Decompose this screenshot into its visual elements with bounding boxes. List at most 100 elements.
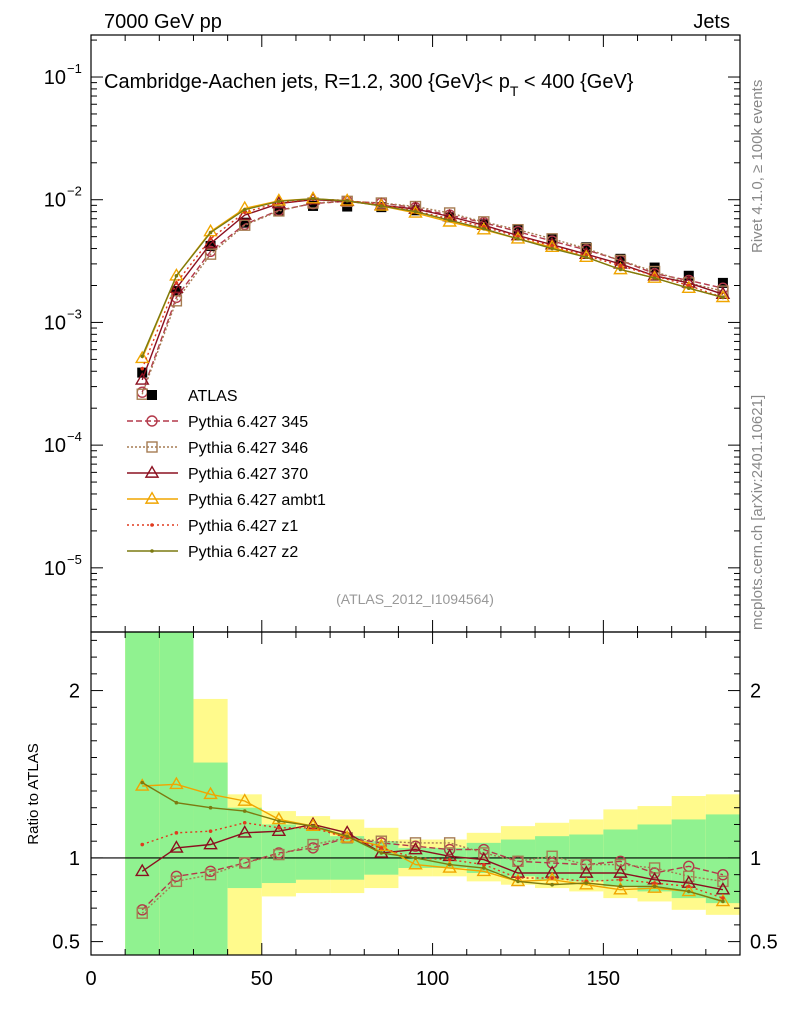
ratio-point bbox=[169, 840, 184, 853]
legend-label: Pythia 6.427 z1 bbox=[188, 518, 298, 535]
data-point bbox=[345, 198, 349, 203]
data-point bbox=[649, 262, 660, 273]
rivet-label: Rivet 4.1.0, ≥ 100k events bbox=[749, 80, 766, 253]
data-point bbox=[277, 199, 281, 204]
legend-label: Pythia 6.427 z2 bbox=[188, 544, 298, 561]
ratio-point bbox=[271, 811, 287, 825]
data-point bbox=[140, 354, 145, 359]
legend-label: Pythia 6.427 345 bbox=[188, 414, 308, 431]
ratio-point bbox=[271, 823, 287, 836]
ratio-point bbox=[482, 866, 486, 870]
ratio-series-pythia-6-427-370 bbox=[134, 816, 731, 895]
data-point bbox=[174, 273, 179, 278]
legend-marker bbox=[150, 523, 154, 527]
data-point bbox=[413, 209, 418, 214]
ratio-point bbox=[683, 870, 695, 883]
main-frame bbox=[90, 34, 741, 633]
ratio-point bbox=[345, 834, 349, 838]
ratio-line bbox=[142, 783, 724, 903]
ratio-ylabel: Ratio to ATLAS bbox=[25, 743, 42, 844]
ratio-point bbox=[686, 889, 691, 894]
data-point bbox=[647, 268, 662, 281]
data-point bbox=[271, 193, 287, 206]
ratio-point bbox=[516, 879, 520, 884]
data-point bbox=[174, 281, 179, 285]
data-point bbox=[512, 223, 524, 236]
ratio-point bbox=[204, 868, 217, 881]
ratio-point bbox=[379, 846, 384, 850]
data-point bbox=[208, 237, 213, 241]
data-point bbox=[169, 268, 184, 281]
legend-label: Pythia 6.427 ambt1 bbox=[188, 492, 326, 509]
legend-item: Pythia 6.427 346 bbox=[127, 440, 308, 457]
y-tick-exponent: −2 bbox=[67, 184, 82, 199]
ratio-point bbox=[374, 838, 389, 852]
ratio-point bbox=[442, 860, 457, 873]
legend-item: Pythia 6.427 z2 bbox=[127, 544, 298, 561]
y-tick-exponent: −5 bbox=[67, 552, 82, 567]
ratio-point bbox=[447, 857, 452, 862]
data-point bbox=[584, 255, 589, 260]
data-point bbox=[550, 246, 554, 251]
analysis-id: (ATLAS_2012_I1094564) bbox=[336, 591, 494, 607]
ratio-point bbox=[550, 882, 554, 887]
data-point bbox=[686, 283, 691, 288]
stat-uncertainty-band bbox=[705, 814, 740, 904]
series-pythia-6-427-345 bbox=[136, 195, 729, 398]
ratio-y-tick-label: 2 bbox=[69, 681, 80, 703]
ratio-point bbox=[443, 843, 456, 856]
x-tick-label: 150 bbox=[587, 968, 620, 990]
y-tick-label: 10 bbox=[44, 435, 66, 457]
x-tick-label: 50 bbox=[251, 968, 273, 990]
ratio-point bbox=[652, 881, 657, 885]
stat-uncertainty-band bbox=[295, 827, 331, 880]
header-left: 7000 GeV pp bbox=[104, 11, 222, 33]
data-point bbox=[134, 350, 150, 364]
data-point bbox=[169, 280, 184, 294]
ratio-point bbox=[307, 838, 319, 851]
legend-item: Pythia 6.427 z1 bbox=[127, 518, 298, 535]
legend-item: Pythia 6.427 345 bbox=[127, 414, 308, 431]
stat-uncertainty-band bbox=[261, 824, 296, 884]
data-point bbox=[140, 366, 145, 371]
legend-label: Pythia 6.427 370 bbox=[188, 466, 308, 483]
data-point bbox=[482, 226, 486, 231]
series-pythia-6-427-ambt1 bbox=[134, 190, 731, 364]
x-tick-label: 0 bbox=[85, 968, 96, 990]
series-line bbox=[141, 198, 724, 381]
data-point bbox=[242, 210, 247, 215]
ratio-point bbox=[721, 896, 725, 900]
data-point bbox=[339, 193, 355, 206]
ratio-point bbox=[447, 862, 452, 867]
legend-marker bbox=[144, 465, 160, 478]
plot-title: Cambridge-Aachen jets, R=1.2, 300 {GeV}<… bbox=[104, 71, 634, 99]
ratio-point bbox=[140, 780, 145, 785]
ratio-point bbox=[613, 882, 628, 895]
stat-uncertainty-band bbox=[227, 807, 262, 889]
ratio-point bbox=[136, 907, 148, 919]
main-axes: 10−510−410−310−210−1 bbox=[44, 35, 741, 633]
ratio-point bbox=[208, 829, 213, 833]
data-point bbox=[237, 207, 252, 220]
ratio-point bbox=[546, 850, 558, 862]
ratio-point bbox=[408, 841, 423, 855]
y-tick-label: 10 bbox=[44, 67, 66, 89]
y-tick-exponent: −4 bbox=[67, 429, 82, 444]
data-point bbox=[516, 237, 520, 241]
ratio-point bbox=[203, 786, 218, 800]
data-point bbox=[544, 239, 560, 253]
series-line bbox=[141, 197, 724, 357]
header-right: Jets bbox=[693, 11, 730, 33]
ratio-point bbox=[408, 856, 423, 870]
data-point bbox=[134, 372, 150, 385]
legend-item: Pythia 6.427 370 bbox=[127, 465, 308, 483]
ratio-y-tick-label-right: 0.5 bbox=[750, 932, 778, 954]
data-point bbox=[550, 244, 554, 248]
ratio-point bbox=[482, 862, 486, 867]
ratio-point bbox=[580, 858, 592, 871]
data-point bbox=[208, 230, 213, 235]
mcplots-label: mcplots.cern.ch [arXiv:2401.10621] bbox=[749, 395, 766, 630]
ratio-point bbox=[516, 876, 520, 880]
series-atlas bbox=[137, 200, 728, 378]
data-point bbox=[652, 276, 657, 280]
